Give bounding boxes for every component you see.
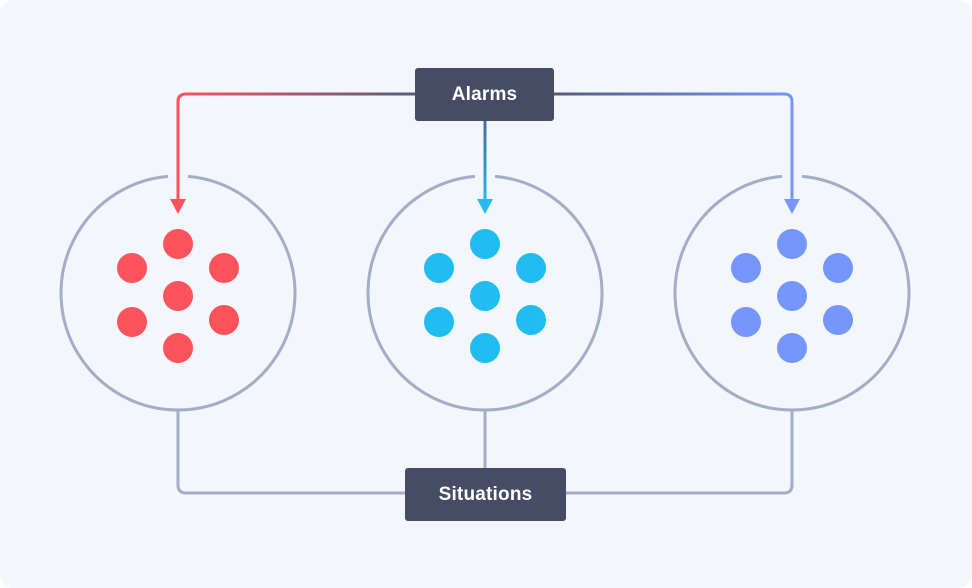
dot [163, 333, 193, 363]
arrowhead-right [784, 199, 800, 214]
dot [163, 281, 193, 311]
dot [777, 229, 807, 259]
arrowhead-middle [477, 199, 493, 214]
dot [516, 305, 546, 335]
dot [209, 253, 239, 283]
dot [777, 333, 807, 363]
dot [516, 253, 546, 283]
dot [470, 229, 500, 259]
ring-middle [366, 174, 604, 412]
arrowheads [170, 199, 800, 214]
alarms-connector-right [554, 92, 794, 200]
dot [777, 281, 807, 311]
dot-cluster-red [117, 229, 239, 363]
dot [470, 281, 500, 311]
dot [163, 229, 193, 259]
situations-connector-left [176, 410, 405, 495]
alarms-node: Alarms [415, 68, 554, 121]
dot [424, 307, 454, 337]
dot [117, 307, 147, 337]
dot [731, 307, 761, 337]
dot [470, 333, 500, 363]
dot [424, 253, 454, 283]
alarms-label: Alarms [451, 83, 518, 105]
situations-node: Situations [405, 468, 566, 521]
dot [823, 305, 853, 335]
dot-cluster-cyan [424, 229, 546, 363]
situations-label: Situations [438, 483, 533, 505]
ring-left [59, 174, 297, 412]
arrowhead-left [170, 199, 186, 214]
dot-cluster-blue [731, 229, 853, 363]
alarms-connector [176, 92, 794, 200]
ring-right [673, 174, 911, 412]
dot [823, 253, 853, 283]
dot [117, 253, 147, 283]
alarms-connector-left [176, 92, 415, 200]
situations-connector-right [566, 410, 794, 495]
dot [209, 305, 239, 335]
cluster-rings [59, 174, 911, 412]
situations-connector [176, 410, 794, 495]
dot [731, 253, 761, 283]
